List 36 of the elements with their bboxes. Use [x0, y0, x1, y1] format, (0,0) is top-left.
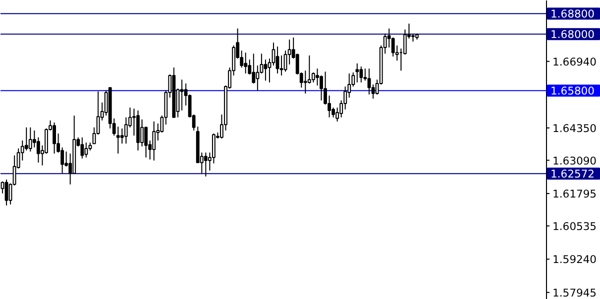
- candlestick: [316, 68, 320, 86]
- candlestick: [403, 29, 407, 55]
- y-tick-label: 1.61795: [552, 188, 597, 201]
- ref-line-label: 1.68000: [550, 28, 595, 42]
- candlestick: [356, 62, 359, 83]
- candlestick: [116, 126, 120, 154]
- candlestick: [272, 42, 276, 66]
- candlestick: [80, 136, 84, 159]
- candlestick: [4, 179, 8, 206]
- candlestick: [124, 116, 128, 144]
- candlestick: [204, 152, 208, 177]
- candlestick: [304, 70, 308, 94]
- candlestick: [152, 120, 156, 162]
- y-tick-label: 1.59240: [552, 253, 597, 266]
- candlestick: [28, 126, 32, 152]
- y-tick-label: 1.64350: [552, 122, 597, 135]
- candlestick: [359, 66, 363, 83]
- y-tick-label: 1.57945: [552, 286, 597, 299]
- candlestick: [276, 46, 280, 74]
- candlestick: [244, 52, 248, 74]
- candlestick: [212, 133, 216, 164]
- candlestick: [84, 142, 88, 158]
- y-tick-label: 1.63090: [552, 154, 597, 168]
- candlestick: [264, 59, 268, 82]
- ref-line-label: 1.65800: [550, 84, 595, 98]
- ref-line-label: 1.62572: [550, 168, 595, 181]
- candlestick: [391, 36, 395, 57]
- candlestick: [336, 107, 339, 122]
- y-tick-label: 1.60535: [552, 220, 597, 233]
- candlestick: [367, 68, 371, 96]
- candlestick: [52, 122, 56, 154]
- candlestick: [280, 54, 284, 76]
- ref-line-label: 1.68800: [550, 8, 595, 21]
- candlestick: [180, 79, 184, 111]
- y-tick-label: 1.66940: [552, 55, 597, 68]
- candlestick: [144, 126, 148, 158]
